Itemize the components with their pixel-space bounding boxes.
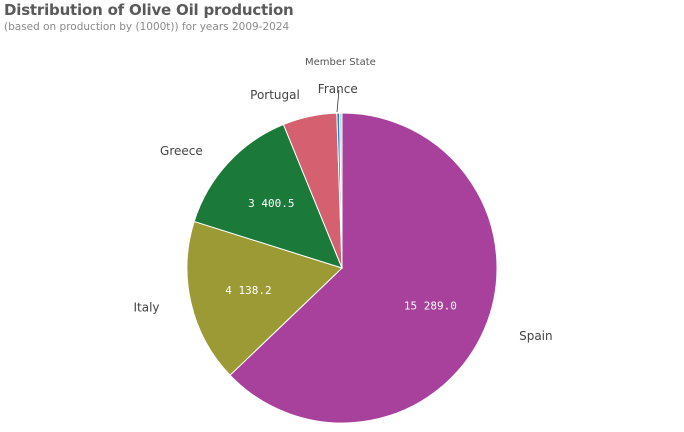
- leader-lines: [336, 89, 340, 113]
- pie-labels: Member State 15 289.0 Spain 4 138.2 Italy 3 …: [133, 57, 552, 343]
- legend-title: Member State: [305, 57, 376, 68]
- slice-category-label-greece: Greece: [160, 144, 203, 158]
- slice-category-label-portugal: Portugal: [250, 88, 300, 102]
- slice-value-label-italy: 4 138.2: [225, 284, 271, 297]
- chart-subtitle: (based on production by (1000t)) for yea…: [4, 21, 290, 33]
- slice-value-label-spain: 15 289.0: [404, 300, 457, 313]
- pie-slices: [186, 112, 498, 424]
- pie-slice-spain[interactable]: [229, 112, 498, 424]
- member-state-leader-line: [336, 89, 340, 113]
- slice-value-label-greece: 3 400.5: [248, 197, 294, 210]
- pie-slice-italy[interactable]: [186, 220, 343, 376]
- chart-title: Distribution of Olive Oil production: [4, 1, 294, 19]
- pie-slice-greece[interactable]: [193, 123, 343, 269]
- slice-category-label-spain: Spain: [519, 329, 553, 343]
- pie-slice-other[interactable]: [339, 112, 343, 269]
- slice-category-label-france: France: [318, 82, 358, 96]
- slice-category-label-italy: Italy: [133, 300, 159, 314]
